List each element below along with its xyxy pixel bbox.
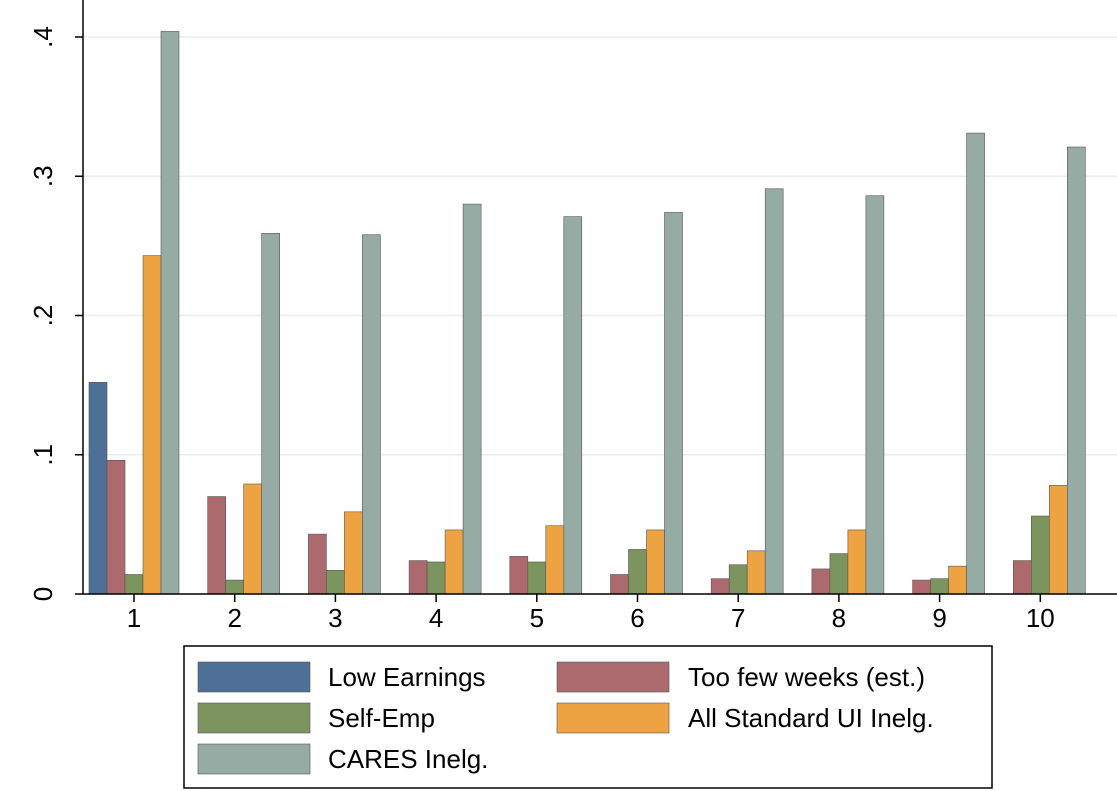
bar [142,255,162,595]
bar [728,564,748,595]
bar [1049,485,1068,595]
bar [1067,146,1086,595]
bar [444,529,464,595]
legend-swatch [197,702,311,734]
y-ticks: 0 .1 .2 .3 .4 [28,26,83,601]
legend-label: Self-Emp [328,703,435,733]
bar [362,234,381,595]
legend-label: Too few weeks (est.) [688,662,925,692]
y-tick-label: .4 [28,26,58,48]
bar [829,553,849,595]
bar [628,549,647,595]
bar [1012,560,1032,595]
bar [847,529,867,595]
bar [811,568,831,595]
axes [82,0,1117,595]
x-tick-label: 9 [932,603,946,633]
legend-swatch [197,661,311,693]
y-tick-label: .3 [28,165,58,187]
grid-lines [83,36,1117,456]
legend-swatch [197,743,311,775]
x-tick-label: 7 [731,603,745,633]
bar [545,525,565,595]
legend: Low Earnings Too few weeks (est.) Self-Emp… [183,645,993,789]
bar [160,31,180,595]
bar [225,579,244,595]
x-tick-label: 3 [328,603,342,633]
x-ticks: 1 2 3 4 5 6 7 8 9 10 [127,594,1055,633]
bar [408,560,428,595]
bar [948,565,967,595]
legend-swatch [556,661,670,693]
x-tick-label: 10 [1026,603,1055,633]
legend-label: Low Earnings [328,662,486,692]
x-tick-label: 1 [127,603,141,633]
bar [243,483,262,595]
bar [207,496,226,595]
bar [462,203,482,595]
bar [664,212,683,595]
bar [124,574,144,595]
bar [710,578,730,595]
x-tick-label: 5 [530,603,544,633]
bar [106,460,126,595]
bar [261,233,281,595]
x-tick-label: 2 [227,603,241,633]
bar [746,550,766,595]
bar [646,529,665,595]
y-tick-label: 0 [28,587,58,601]
bar [426,561,446,595]
y-tick-label: .2 [28,305,58,327]
bar [344,511,363,595]
bars [88,31,1086,595]
bar [764,188,784,595]
bar [308,533,327,595]
bar [912,579,931,595]
x-tick-label: 6 [630,603,644,633]
y-tick-label: .1 [28,444,58,466]
bar [865,195,885,595]
bar [610,574,629,595]
bar [930,578,949,595]
legend-label: All Standard UI Inelg. [688,703,934,733]
legend-swatch [556,702,670,734]
bar [1031,515,1050,595]
bar [563,216,583,595]
x-tick-label: 8 [832,603,846,633]
legend-label: CARES Inelg. [328,744,488,774]
bar [509,556,529,595]
bar [326,570,345,595]
bar [966,132,985,595]
bar [88,382,108,595]
x-tick-label: 4 [429,603,443,633]
bar [527,561,547,595]
